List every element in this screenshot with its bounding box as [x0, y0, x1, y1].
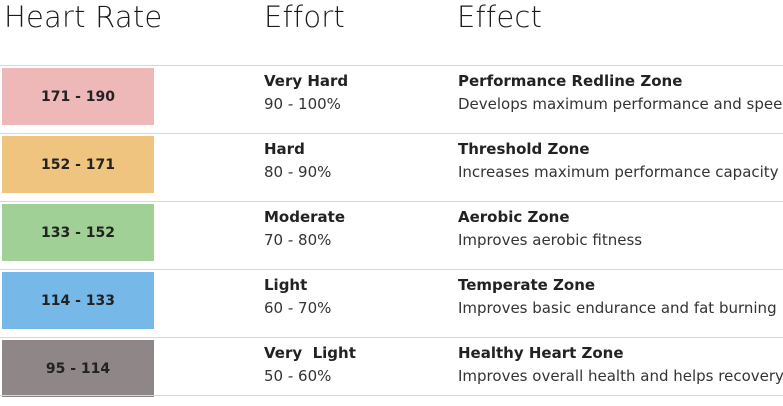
zone-description: Improves aerobic fitness	[458, 231, 643, 249]
column-header: Heart Rate	[4, 0, 163, 34]
zone-description: Develops maximum performance and speed	[458, 95, 783, 113]
zone-name: Threshold Zone	[458, 140, 590, 158]
zone-name: Temperate Zone	[458, 276, 596, 294]
heart-rate-cell: 114 - 133	[2, 272, 154, 329]
effort-intensity: 60 - 70%	[264, 299, 332, 317]
row-divider	[0, 395, 783, 396]
effort-intensity: 70 - 80%	[264, 231, 332, 249]
effort-label: Very Hard	[264, 72, 349, 90]
zone-description: Improves basic endurance and fat burning	[458, 299, 777, 317]
table-row: 171 - 190 Very Hard 90 - 100% Performance R…	[0, 65, 783, 134]
heart-rate-cell: 133 - 152	[2, 204, 154, 261]
effort-intensity: 80 - 90%	[264, 163, 332, 181]
zone-name: Aerobic Zone	[458, 208, 570, 226]
column-header: Effort	[264, 0, 345, 34]
effort-label: Light	[264, 276, 308, 294]
zone-description: Increases maximum performance capacity	[458, 163, 779, 181]
table-row: 95 - 114 Very Light 50 - 60% Healthy Heart …	[0, 337, 783, 406]
effort-label: Hard	[264, 140, 305, 158]
table-row: 152 - 171 Hard 80 - 90% Threshold Zone Incre…	[0, 133, 783, 202]
table-row: 133 - 152 Moderate 70 - 80% Aerobic Zone Imp…	[0, 201, 783, 270]
effort-intensity: 50 - 60%	[264, 367, 332, 385]
heart-rate-cell: 152 - 171	[2, 136, 154, 193]
heart-rate-cell: 171 - 190	[2, 68, 154, 125]
zone-description: Improves overall health and helps recove…	[458, 367, 783, 385]
zone-name: Healthy Heart Zone	[458, 344, 624, 362]
heart-rate-cell: 95 - 114	[2, 340, 154, 397]
effort-label: Very Light	[264, 344, 356, 362]
effort-label: Moderate	[264, 208, 346, 226]
table-row: 114 - 133 Light 60 - 70% Temperate Zone Impr…	[0, 269, 783, 338]
zone-name: Performance Redline Zone	[458, 72, 683, 90]
column-header: Effect	[457, 0, 543, 34]
effort-intensity: 90 - 100%	[264, 95, 341, 113]
